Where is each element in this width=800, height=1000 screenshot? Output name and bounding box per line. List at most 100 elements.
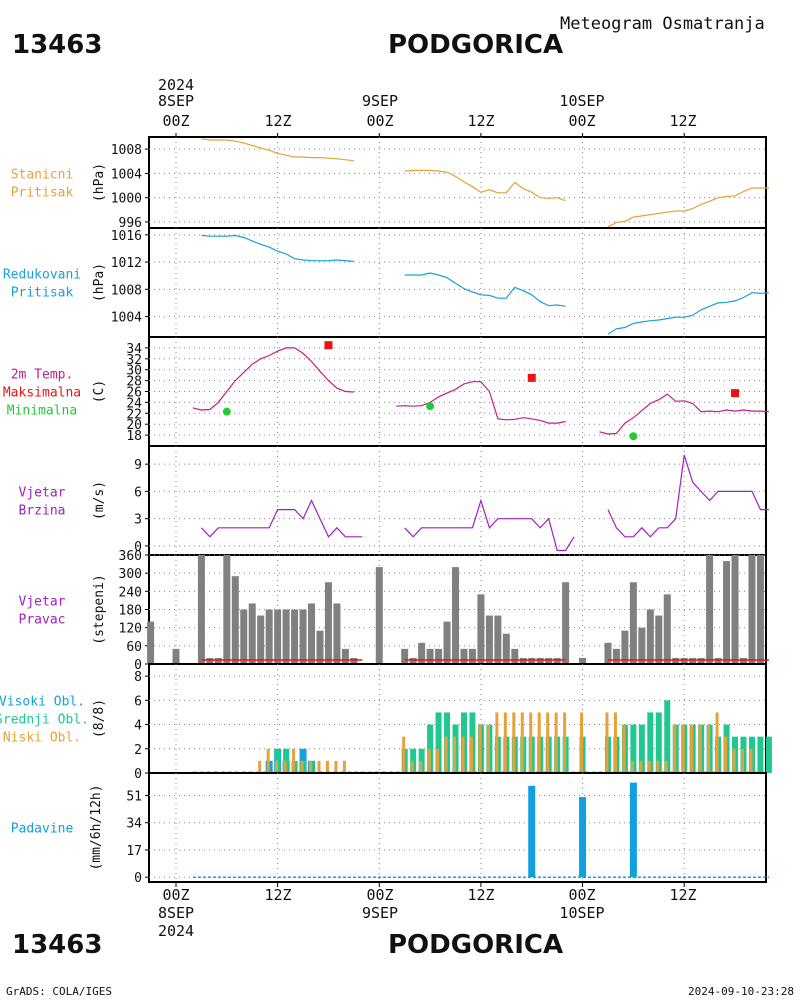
wind-direction-bar (265, 609, 273, 664)
y-tick-label: 32 (126, 353, 142, 368)
cloud-bar-low (554, 712, 558, 773)
y-tick-label: 34 (126, 817, 142, 832)
panel-label-line: Pravac (19, 613, 66, 628)
series-line (201, 138, 354, 162)
y-tick-label: 3 (134, 513, 142, 528)
wind-direction-bar (663, 594, 671, 664)
cloud-bar-low (512, 712, 516, 773)
cloud-bar-low (292, 748, 296, 773)
cloud-bar-low (656, 760, 660, 773)
cloud-bar-low (622, 724, 626, 773)
cloud-bar-low (715, 712, 719, 773)
wind-direction-bar (748, 555, 756, 664)
panel-label-line: Minimalna (7, 404, 77, 419)
wind-direction-bar (426, 648, 434, 664)
y-tick-label: 1008 (111, 283, 142, 298)
panel-label-line: Stanicni (11, 168, 74, 183)
panel-label-line: Padavine (11, 822, 74, 837)
y-axis-label: (hPa) (92, 163, 107, 202)
wind-direction-bar (655, 615, 663, 664)
wind-direction-bar (282, 609, 290, 664)
series-line (192, 347, 354, 411)
panel-wind_direction: 0 60 120 180 240 300 360 (stepeni) Vjetar Pravac (19, 549, 769, 673)
min-temp-marker (426, 402, 435, 411)
wind-direction-bar (519, 657, 527, 664)
cloud-bar-low (275, 760, 279, 773)
y-tick-label: 1000 (111, 192, 142, 207)
y-axis-label: (m/s) (92, 481, 107, 520)
wind-direction-bar (401, 648, 409, 664)
series-line (607, 292, 769, 335)
wind-direction-bar (680, 657, 688, 664)
cloud-bar-low (410, 760, 414, 773)
panel-frame (148, 227, 767, 338)
wind-direction-bar (485, 615, 493, 664)
wind-direction-bar (731, 555, 739, 664)
panel-clouds: 0 2 4 6 8 (8/8) Visoki Obl. Srednji Obl. Niski O… (0, 663, 772, 782)
top-axis-label: 00Z (162, 112, 189, 130)
y-tick-label: 300 (119, 567, 142, 582)
wind-direction-bar (536, 657, 544, 664)
cloud-bar-low (342, 760, 346, 773)
panel-pressure: 996 1000 1004 1008 (hPa) Stanicni Pritisak (11, 136, 769, 231)
cloud-bar-low (427, 748, 431, 773)
max-temp-marker (731, 389, 740, 398)
bottom-axis-label: 8SEP (158, 904, 194, 922)
wind-direction-bar (494, 615, 502, 664)
cloud-bar-low (486, 724, 490, 773)
panel-wind_speed: 0 3 6 9 (m/s) Vjetar Brzina (19, 445, 769, 556)
y-tick-label: 24 (126, 396, 142, 411)
cloud-bar-low (300, 760, 304, 773)
bottom-axis-label: 12Z (467, 886, 494, 904)
panel-frame (148, 445, 767, 556)
y-tick-label: 26 (126, 386, 142, 401)
wind-direction-bar (697, 657, 705, 664)
cloud-bar-low (605, 712, 609, 773)
cloud-bar-low (258, 760, 262, 773)
wind-direction-bar (468, 648, 476, 664)
cloud-bar-low (563, 712, 567, 773)
top-axis-label: 8SEP (158, 92, 194, 110)
panel-label-line: Niski Obl. (3, 731, 81, 746)
cloud-bar-mid (435, 712, 442, 773)
y-tick-label: 0 (134, 540, 142, 555)
wind-direction-bar (197, 555, 205, 664)
cloud-bar-mid (765, 736, 772, 773)
cloud-bar-low (537, 712, 541, 773)
y-tick-label: 996 (119, 216, 142, 231)
station-id-bottom: 13463 (12, 930, 103, 960)
cloud-bar-low (453, 736, 457, 773)
y-tick-label: 34 (126, 342, 142, 357)
chart-subtitle: Meteogram Osmatranja (560, 14, 765, 34)
wind-direction-bar (460, 648, 468, 664)
y-tick-label: 20 (126, 418, 142, 433)
wind-direction-bar (579, 657, 587, 664)
top-axis-label: 00Z (366, 112, 393, 130)
y-tick-label: 51 (126, 789, 142, 804)
wind-direction-bar (562, 582, 570, 664)
cloud-bar-low (724, 736, 728, 773)
station-id-top: 13463 (12, 30, 103, 60)
cloud-bar-low (402, 736, 406, 773)
wind-direction-bar (375, 567, 383, 664)
panel-label-line: Visoki Obl. (0, 695, 85, 710)
wind-direction-bar (612, 648, 620, 664)
wind-direction-bar (452, 567, 460, 664)
top-axis-label: 9SEP (362, 92, 398, 110)
bottom-axis-label: 10SEP (559, 904, 604, 922)
cloud-bar-low (580, 712, 584, 773)
cloud-bar-low (673, 724, 677, 773)
cloud-bar-low (613, 712, 617, 773)
y-tick-label: 17 (126, 844, 142, 859)
cloud-bar-low (444, 736, 448, 773)
y-tick-label: 60 (126, 640, 142, 655)
wind-direction-bar (477, 594, 485, 664)
y-tick-label: 180 (119, 604, 142, 619)
cloud-bar-low (546, 712, 550, 773)
panel-label-line: Vjetar (19, 595, 66, 610)
cloud-bar-mid (630, 724, 637, 773)
wind-direction-bar (409, 657, 417, 664)
cloud-bar-low (436, 748, 440, 773)
